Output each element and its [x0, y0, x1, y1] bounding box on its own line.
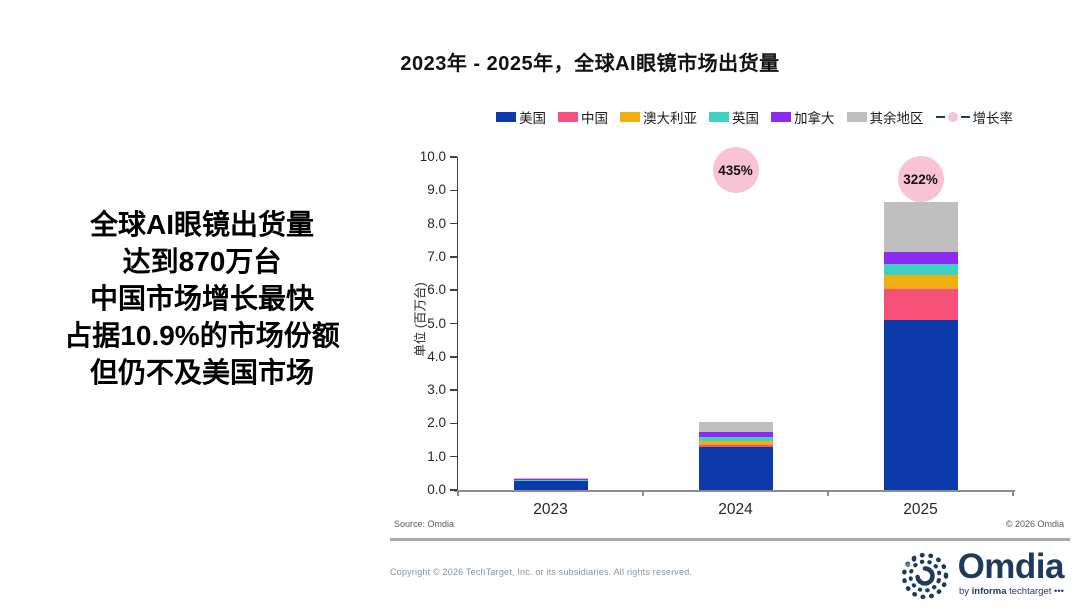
bar-segment-中国-2025	[883, 288, 958, 321]
y-axis-tick-label: 1.0	[427, 448, 446, 464]
y-axis-tick-label: 3.0	[427, 382, 446, 398]
x-axis-line	[454, 490, 1015, 492]
legend-item-澳大利亚: 澳大利亚	[620, 107, 697, 127]
source-note: Source: Omdia	[394, 519, 455, 529]
y-axis-tick	[450, 256, 457, 258]
bar-segment-其余地区-2025	[883, 201, 958, 252]
y-axis-tick	[450, 222, 457, 225]
legend-swatch	[771, 112, 791, 122]
bar-segment-英国-2025	[883, 263, 958, 276]
x-axis-tick	[457, 490, 459, 496]
y-axis-tick-label: 9.0	[427, 182, 446, 198]
key-insight-line: 全球AI眼镜出货量	[89, 209, 314, 240]
y-axis-tick-label: 4.0	[427, 348, 446, 364]
key-insight-line: 占据10.9%的市场份额	[64, 320, 340, 351]
copyright-note-chart: © 2026 Omdia	[1005, 519, 1064, 529]
x-axis-tick	[642, 490, 644, 496]
bar-segment-加拿大-2025	[883, 251, 958, 264]
bar-segment-加拿大-2024	[698, 432, 773, 438]
bar-segment-美国-2025	[883, 320, 958, 490]
y-axis-tick-label: 0.0	[427, 482, 446, 497]
legend-growth-dash	[935, 115, 945, 119]
y-axis-tick	[450, 389, 457, 391]
y-axis-tick-label: 8.0	[427, 215, 446, 231]
legend-swatch	[709, 112, 729, 122]
omdia-logo-subtext: by informa techtarget •••	[958, 586, 1064, 597]
omdia-wordmark: Omdia by informa techtarget •••	[957, 547, 1065, 597]
legend-growth-marker	[947, 112, 958, 122]
legend-item-英国: 英国	[709, 107, 759, 127]
x-axis-tick	[1012, 490, 1014, 496]
y-axis-tick-label: 2.0	[427, 415, 446, 431]
legend-item-中国: 中国	[558, 107, 608, 127]
growth-rate-bubble-2025: 322%	[897, 156, 944, 202]
legend-item-美国: 美国	[496, 107, 546, 127]
bar-segment-其余地区-2023	[513, 477, 588, 479]
legend-label: 中国	[581, 111, 608, 126]
footer-copyright: Copyright © 2026 TechTarget, Inc. or its…	[390, 567, 693, 577]
legend-swatch	[620, 112, 640, 122]
legend-swatch	[496, 112, 516, 122]
bar-segment-英国-2024	[698, 437, 773, 442]
footer-divider	[390, 538, 1070, 541]
x-axis-tick-label: 2025	[903, 501, 938, 518]
bar-segment-澳大利亚-2024	[698, 441, 773, 446]
y-axis-tick	[450, 189, 457, 192]
y-axis-tick	[450, 489, 457, 491]
omdia-logo-text: Omdia	[957, 547, 1065, 586]
legend-swatch	[558, 112, 578, 122]
bar-segment-加拿大-2023	[513, 478, 588, 480]
y-axis-tick-label: 5.0	[427, 315, 446, 331]
growth-rate-bubble-2024: 435%	[712, 147, 759, 193]
y-axis-tick	[450, 422, 457, 425]
y-axis-tick	[450, 455, 457, 458]
legend-label: 澳大利亚	[643, 111, 697, 126]
y-axis-line	[456, 157, 458, 490]
key-insight-line: 达到870万台	[122, 246, 282, 277]
chart-legend: 美国 中国 澳大利亚 英国 加拿大 其余地区 增长率	[496, 106, 1013, 128]
bar-segment-美国-2024	[698, 446, 773, 490]
y-axis-tick-label: 6.0	[427, 282, 446, 298]
y-axis-tick	[450, 289, 457, 291]
legend-label: 英国	[732, 111, 759, 126]
bar-segment-美国-2023	[513, 480, 588, 490]
y-axis-tick-label: 7.0	[427, 248, 446, 264]
x-axis-tick	[827, 490, 829, 496]
y-axis-tick	[450, 322, 457, 325]
legend-growth-dash	[960, 115, 970, 119]
y-axis-tick	[450, 356, 457, 358]
x-axis-tick-label: 2023	[533, 501, 568, 518]
legend-swatch	[846, 112, 867, 122]
legend-label: 美国	[519, 111, 546, 126]
legend-item-其余地区: 其余地区	[846, 107, 924, 127]
key-insight-line: 但仍不及美国市场	[89, 357, 314, 388]
bar-segment-中国-2024	[698, 445, 773, 447]
omdia-logo-icon	[900, 551, 950, 606]
omdia-logo: Omdia by informa techtarget •••	[900, 547, 1065, 606]
legend-item-加拿大: 加拿大	[771, 107, 835, 127]
y-axis-tick	[450, 156, 457, 158]
key-insight-text: 全球AI眼镜出货量 达到870万台中国市场增长最快 占据10.9%的市场份额 但仍不及…	[22, 206, 382, 391]
legend-label: 加拿大	[794, 111, 835, 126]
x-axis-tick-label: 2024	[718, 501, 753, 518]
legend-item-growth-rate: 增长率	[935, 107, 1014, 127]
legend-label: 增长率	[972, 111, 1014, 126]
legend-label: 其余地区	[869, 111, 924, 126]
key-insight-line: 中国市场增长最快	[89, 283, 314, 314]
bar-segment-其余地区-2024	[698, 422, 773, 433]
chart-title: 2023年 - 2025年，全球AI眼镜市场出货量	[400, 53, 780, 75]
bar-segment-澳大利亚-2025	[883, 275, 958, 289]
y-axis-tick-label: 10.0	[419, 149, 446, 164]
